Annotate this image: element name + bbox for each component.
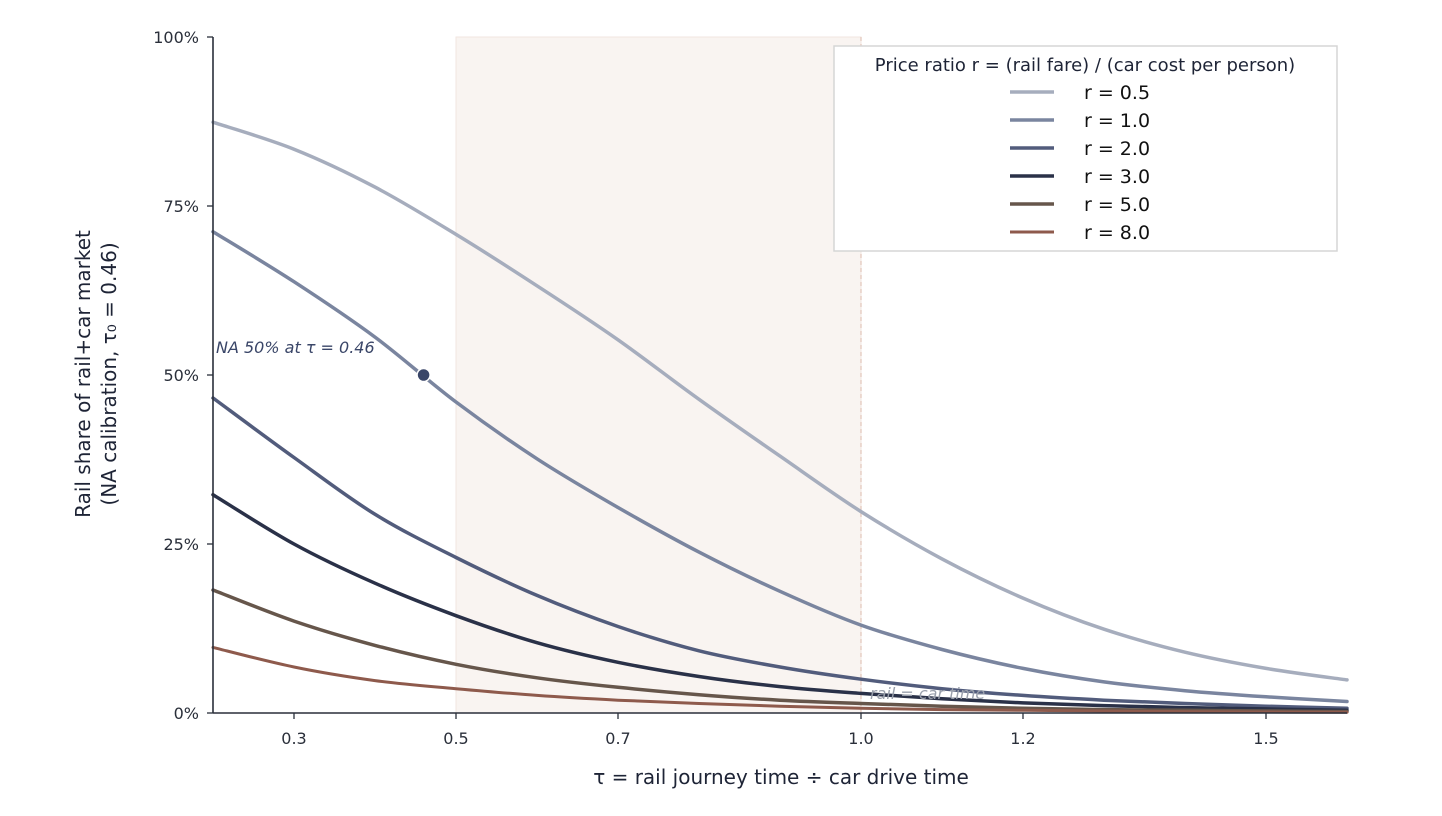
y-tick-label-1: 25% [163,535,199,554]
y-axis-label-line2: (NA calibration, τ₀ = 0.46) [97,242,121,505]
y-tick-label-3: 75% [163,197,199,216]
series-line-0 [211,120,1349,682]
shaded-band [455,36,862,714]
x-tick-label-2: 0.7 [605,729,630,748]
y-tick-label-4: 100% [153,28,199,47]
legend-label-2: r = 2.0 [1084,138,1150,160]
legend-label-3: r = 3.0 [1084,166,1150,188]
highlight-point-label: NA 50% at τ = 0.46 [216,338,375,357]
annotation-layer: NA 50% at τ = 0.46 rail = car time [216,338,985,703]
legend-label-4: r = 5.0 [1084,194,1150,216]
legend-title: Price ratio r = (rail fare) / (car cost … [875,55,1295,76]
series-line-3 [211,492,1349,713]
axis-layer: 0.3 0.5 0.7 1.0 1.2 1.5 0% 25% 50% 75% 100% [153,28,1347,748]
x-tick-label-5: 1.5 [1253,729,1278,748]
legend-frame [833,45,1338,252]
highlight-point [416,367,431,383]
y-axis-label-line1: Rail share of rail+car market [71,230,95,518]
x-tick-label-0: 0.3 [281,729,306,748]
legend-label-5: r = 8.0 [1084,222,1150,244]
y-tick-label-2: 50% [163,366,199,385]
series-line-5 [211,645,1349,714]
legend-label-1: r = 1.0 [1084,110,1150,132]
x-tick-label-3: 1.0 [848,729,873,748]
y-tick-label-0: 0% [174,704,199,723]
reference-line-label: rail = car time [870,684,985,703]
axis-label-layer: τ = rail journey time ÷ car drive time R… [71,230,969,789]
legend-entries: r = 0.5 r = 1.0 r = 2.0 r = 3.0 r = 5.0 r = 8… [1010,82,1150,244]
series-line-1 [211,229,1349,704]
x-axis-label: τ = rail journey time ÷ car drive time [593,765,969,789]
shaded-band-layer [455,36,862,714]
series-layer [211,120,1349,714]
series-line-2 [211,396,1349,711]
x-tick-label-4: 1.2 [1010,729,1035,748]
x-tick-label-1: 0.5 [443,729,468,748]
legend: Price ratio r = (rail fare) / (car cost … [833,45,1338,252]
legend-label-0: r = 0.5 [1084,82,1150,104]
